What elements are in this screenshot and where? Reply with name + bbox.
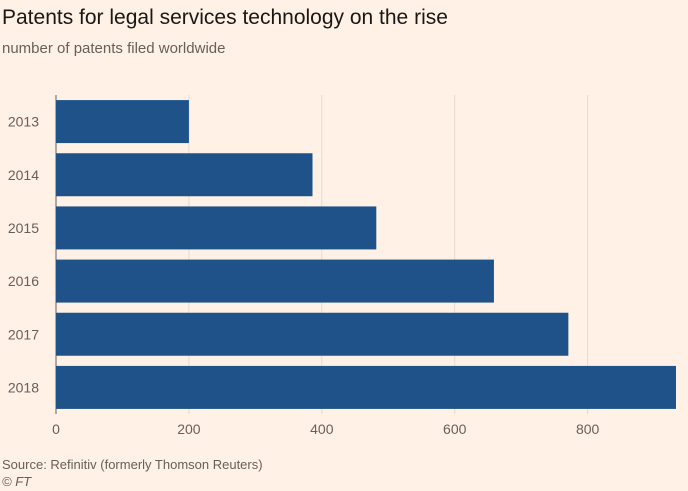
x-axis-labels: 0 200 400 600 800	[52, 421, 599, 437]
chart-credit: © FT	[2, 474, 32, 489]
y-tick-label: 2014	[8, 167, 39, 183]
y-axis-labels: 2013 2014 2015 2016 2017 2018	[8, 114, 39, 396]
gridlines	[55, 95, 589, 414]
y-tick-label: 2013	[8, 114, 39, 130]
x-tick-label: 200	[177, 421, 201, 437]
bars	[56, 100, 676, 409]
bar-2014	[56, 153, 313, 197]
bar-2017	[56, 312, 569, 356]
x-tick-label: 0	[52, 421, 60, 437]
chart-subtitle: number of patents filed worldwide	[2, 40, 226, 57]
chart-title: Patents for legal services technology on…	[2, 6, 448, 29]
chart-source: Source: Refinitiv (formerly Thomson Reut…	[2, 457, 263, 472]
bar-2015	[56, 206, 377, 250]
y-tick-label: 2018	[8, 379, 39, 395]
y-tick-label: 2017	[8, 326, 39, 342]
y-tick-label: 2015	[8, 220, 39, 236]
x-tick-label: 400	[310, 421, 334, 437]
bar-2013	[56, 100, 189, 144]
x-tick-label: 800	[576, 421, 600, 437]
x-tick-label: 600	[443, 421, 467, 437]
y-tick-label: 2016	[8, 273, 39, 289]
bar-2016	[56, 259, 494, 303]
bar-2018	[56, 365, 676, 409]
